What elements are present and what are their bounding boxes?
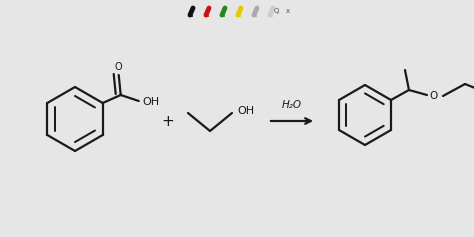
Text: OH: OH [237,106,255,116]
Text: Q: Q [273,8,279,14]
Text: O: O [115,62,122,72]
Text: x: x [286,8,290,14]
Text: O: O [430,91,438,101]
Text: H₂O: H₂O [282,100,302,110]
Text: +: + [162,114,174,128]
Text: OH: OH [142,97,159,107]
